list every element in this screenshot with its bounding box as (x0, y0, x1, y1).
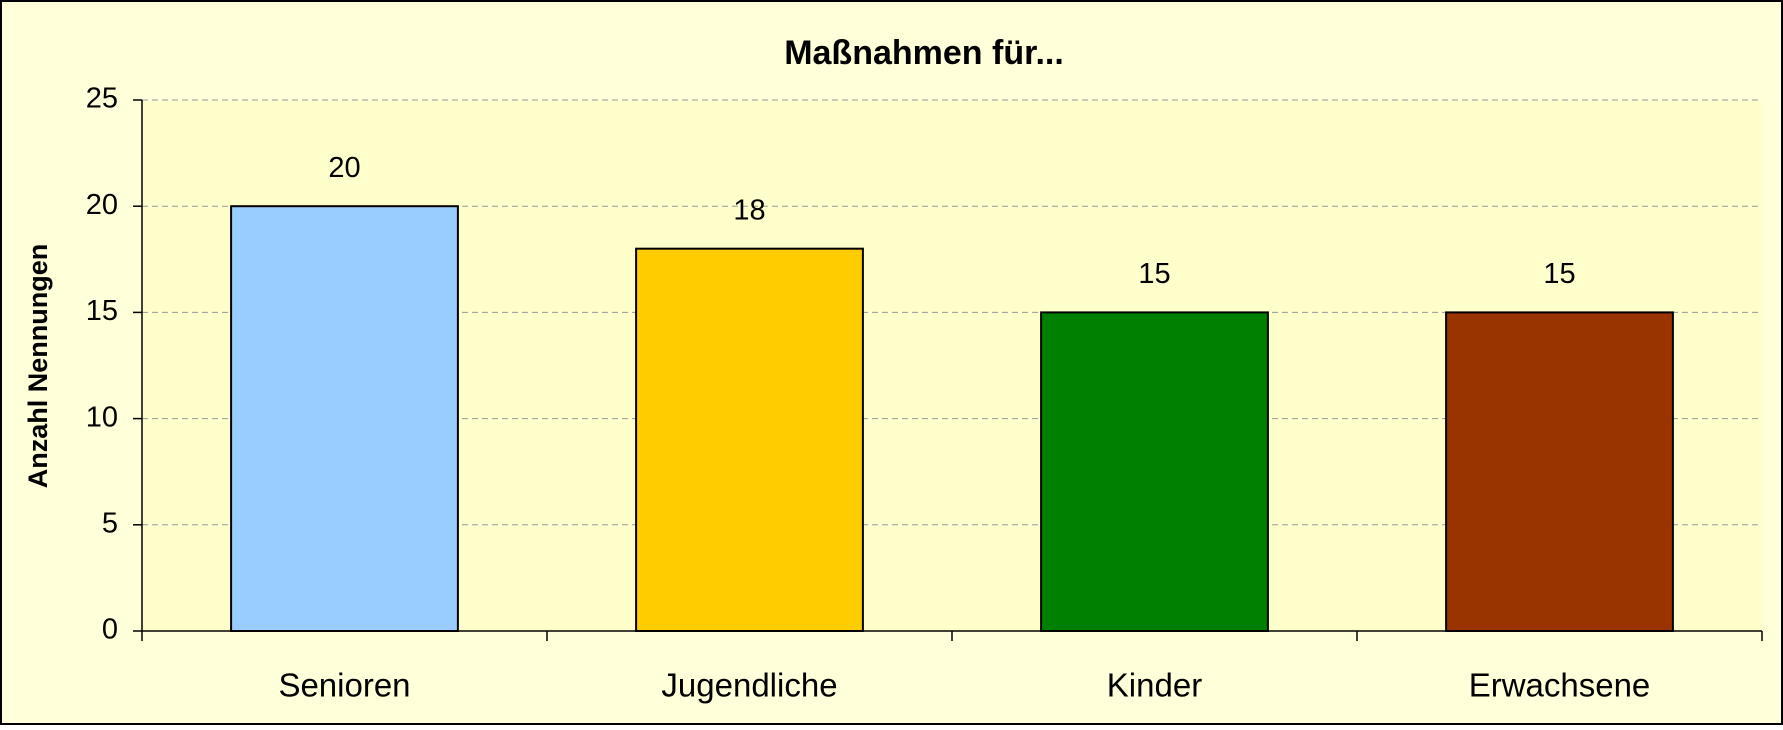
y-tick-label: 15 (86, 295, 118, 327)
data-label: 15 (1138, 258, 1170, 290)
chart-title: Maßnahmen für... (784, 34, 1064, 72)
bar (1040, 311, 1269, 632)
data-label: 15 (1543, 258, 1575, 290)
x-tick-label: Erwachsene (1469, 667, 1651, 704)
y-tick-label: 5 (102, 507, 118, 539)
data-label: 20 (328, 152, 360, 184)
x-tick-label: Jugendliche (661, 667, 837, 704)
bar (1445, 311, 1674, 632)
y-tick-label: 10 (86, 401, 118, 433)
y-axis-label: Anzahl Nennungen (23, 244, 53, 489)
data-label: 18 (733, 194, 765, 226)
x-tick-label: Kinder (1107, 667, 1202, 704)
y-tick-label: 20 (86, 189, 118, 221)
bar (230, 205, 459, 632)
y-tick-label: 0 (102, 614, 118, 646)
bar (635, 247, 864, 632)
y-tick-label: 25 (86, 83, 118, 115)
x-tick-label: Senioren (278, 667, 410, 704)
